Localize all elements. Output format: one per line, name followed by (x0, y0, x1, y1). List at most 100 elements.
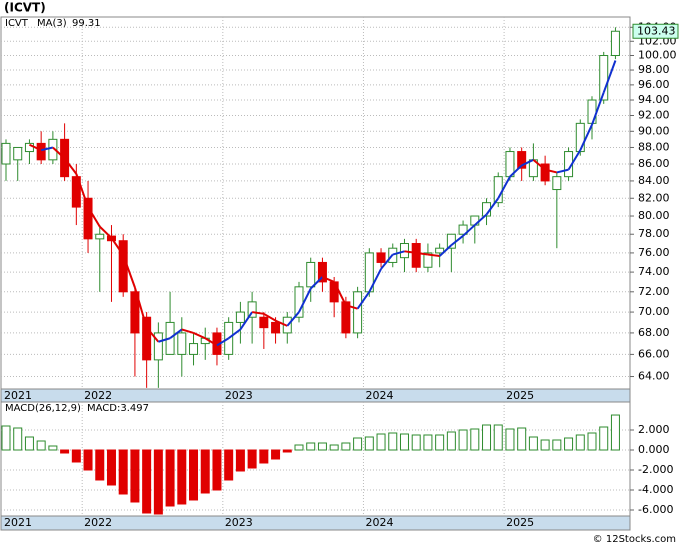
x-tick-label: 2022 (84, 389, 112, 402)
macd-bar (13, 427, 23, 451)
ma-segment (216, 337, 230, 347)
macd-bar (118, 449, 128, 495)
x-tick-label: 2022 (84, 516, 112, 529)
macd-bar (95, 449, 105, 481)
ma-segment (29, 143, 42, 152)
macd-bar (446, 431, 456, 451)
candle-body (353, 291, 363, 334)
legend-series: ICVT (5, 18, 29, 29)
y-tick-label: -2.000 (638, 463, 673, 476)
ma-segment (509, 164, 523, 178)
candle-body (153, 332, 163, 361)
ma-segment (345, 304, 358, 310)
ma-segment (380, 253, 394, 270)
candle-body (142, 316, 152, 361)
macd-bar (1, 425, 11, 451)
macd-bar (435, 434, 445, 451)
y-tick-label: 86.00 (638, 157, 670, 170)
ma-segment (567, 149, 582, 171)
footer: © 12Stocks.com (593, 534, 676, 545)
y-tick-label: 74.00 (638, 265, 670, 278)
macd-bar (564, 437, 574, 451)
ma-segment (275, 319, 288, 327)
macd-bar (142, 449, 152, 514)
ma-segment (521, 158, 534, 167)
macd-bar (36, 440, 46, 451)
ma-segment (591, 92, 605, 126)
candle-body (458, 224, 468, 235)
candle-body (83, 197, 93, 240)
candle-body (177, 332, 187, 355)
ma-segment (368, 268, 382, 293)
x-tick-label: 2025 (506, 389, 534, 402)
ma-segment (99, 225, 113, 239)
macd-bar (329, 444, 339, 451)
macd-bar (271, 449, 281, 460)
macd-bar (482, 424, 492, 451)
ma-segment (158, 337, 171, 343)
macd-bar (540, 439, 550, 451)
macd-bar (106, 449, 116, 486)
ma-segment (122, 254, 136, 288)
macd-bar (200, 449, 210, 494)
ma-segment (251, 311, 264, 315)
ma-segment (333, 281, 347, 306)
ma-segment (497, 176, 511, 199)
macd-bar (493, 424, 503, 451)
ma-segment (87, 206, 101, 228)
candle-body (317, 261, 327, 283)
macd-bar (575, 434, 585, 451)
ma-segment (75, 173, 89, 208)
ma-segment (145, 327, 160, 343)
y-tick-label: 82.00 (638, 191, 670, 204)
ma-segment (602, 60, 617, 93)
y-tick-label: 100.00 (638, 49, 677, 62)
y-tick-label: 70.00 (638, 305, 670, 318)
macd-title: MACD(26,12,9) (5, 403, 81, 414)
ma-segment (356, 291, 371, 310)
candle-body (575, 122, 585, 153)
chart-title: (ICVT) (4, 1, 46, 15)
legend-ma-value: 99.31 (72, 18, 101, 29)
macd-bar (517, 427, 527, 451)
macd-bar (341, 442, 351, 451)
price-box (632, 23, 679, 39)
macd-bar (177, 449, 187, 505)
y-tick-label: -6.000 (638, 503, 673, 516)
ma-segment (438, 244, 453, 257)
y-tick-label: 84.00 (638, 174, 670, 187)
y-tick-label: 76.00 (638, 246, 670, 259)
candle-body (130, 291, 140, 334)
ma-segment (544, 168, 558, 174)
macd-bar (587, 432, 597, 451)
ma-segment (263, 312, 277, 322)
candle-body (48, 138, 58, 161)
y-tick-label: 68.00 (638, 326, 670, 339)
macd-bar (235, 449, 245, 472)
y-tick-label: 80.00 (638, 209, 670, 222)
macd-bar (599, 426, 609, 451)
y-tick-label: 66.00 (638, 347, 670, 360)
macd-bar (189, 449, 199, 501)
y-tick-label: 92.00 (638, 108, 670, 121)
macd-bar (423, 434, 433, 451)
macd-bar (388, 432, 398, 451)
macd-bar (212, 449, 222, 491)
macd-bar (71, 449, 81, 463)
macd-bar (610, 414, 620, 451)
ma-segment (169, 328, 183, 340)
macd-bar (83, 449, 93, 471)
y-tick-label: 98.00 (638, 63, 670, 76)
macd-bar (399, 433, 409, 451)
candle-body (599, 55, 609, 101)
candle-body (306, 261, 316, 288)
x-tick-label: 2024 (365, 389, 393, 402)
x-tick-label: 2025 (506, 516, 534, 529)
macd-bar (528, 436, 538, 451)
ma-segment (181, 328, 194, 334)
candle-body (411, 243, 421, 268)
x-tick-label: 2023 (225, 389, 253, 402)
candle-body (189, 343, 199, 355)
candle-body (540, 163, 550, 182)
macd-bar (376, 433, 386, 451)
